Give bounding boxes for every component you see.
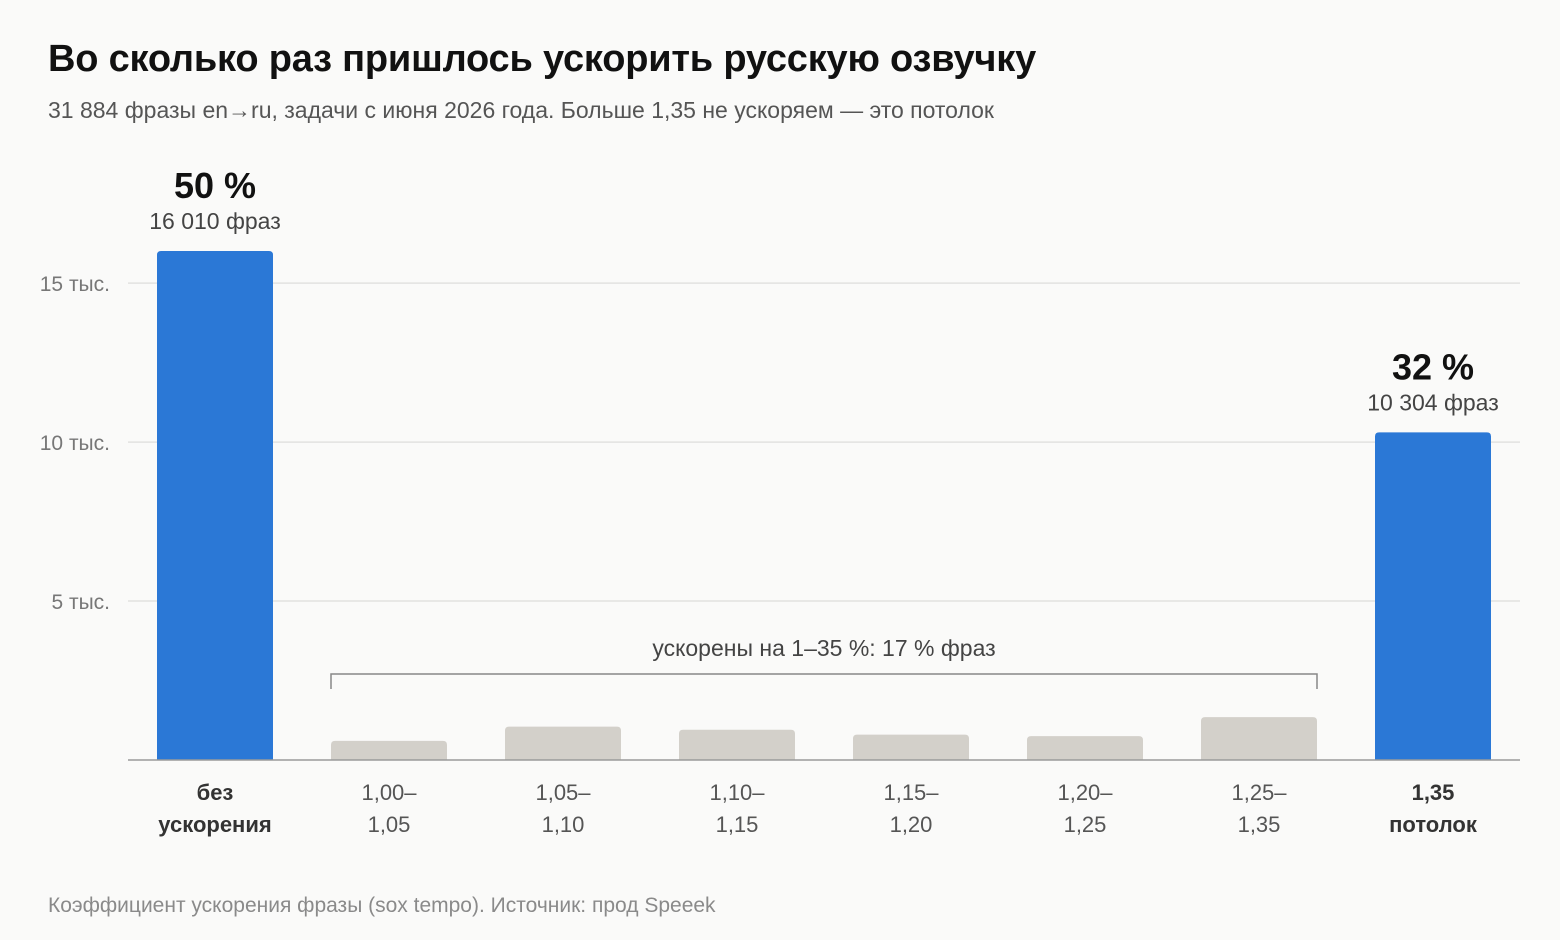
bar (331, 740, 447, 760)
x-tick-label: 1,10 (542, 812, 585, 837)
bracket-label: ускорены на 1–35 %: 17 % фраз (652, 635, 995, 661)
x-tick-label: 1,35 (1238, 812, 1281, 837)
x-tick-label: потолок (1389, 812, 1478, 837)
chart-footnote: Коэффициент ускорения фразы (sox tempo).… (48, 894, 716, 917)
x-tick-label: 1,15 (716, 812, 759, 837)
x-tick-label: без (197, 780, 234, 805)
bar (679, 729, 795, 760)
bar (853, 734, 969, 760)
x-tick-label: 1,05 (368, 812, 411, 837)
x-tick-label: 1,10– (709, 780, 765, 805)
bracket (330, 673, 1318, 689)
x-tick-label: 1,00– (361, 780, 417, 805)
x-tick-label: 1,35 (1412, 780, 1455, 805)
bar-highlight (1375, 432, 1491, 760)
x-tick-label: 1,20– (1057, 780, 1113, 805)
data-label-count: 16 010 фраз (149, 208, 281, 234)
chart-title: Во сколько раз пришлось ускорить русскую… (48, 38, 1037, 80)
x-tick-label: 1,15– (883, 780, 939, 805)
data-label-percent: 50 % (174, 165, 256, 206)
bar (505, 726, 621, 760)
y-tick-label: 5 тыс. (51, 591, 110, 614)
chart-subtitle: 31 884 фразы en→ru, задачи с июня 2026 г… (48, 97, 994, 123)
y-tick-label: 15 тыс. (40, 273, 110, 296)
data-label-percent: 32 % (1392, 346, 1474, 387)
x-tick-label: 1,25– (1231, 780, 1287, 805)
x-tick-label: 1,05– (535, 780, 591, 805)
bar-highlight (157, 251, 273, 760)
bar (1027, 736, 1143, 760)
data-label-count: 10 304 фраз (1367, 389, 1499, 415)
y-tick-label: 10 тыс. (40, 432, 110, 455)
bar (1201, 717, 1317, 760)
x-tick-label: ускорения (158, 812, 271, 837)
x-tick-label: 1,25 (1064, 812, 1107, 837)
x-tick-label: 1,20 (890, 812, 933, 837)
